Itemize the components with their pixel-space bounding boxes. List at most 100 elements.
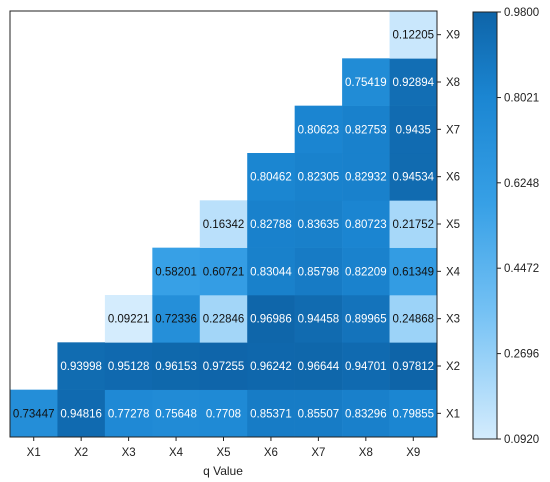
cell-value-label: 0.80723 [345,219,387,231]
x-tick-label: X7 [311,447,325,459]
cell-value-label: 0.82932 [345,172,387,184]
y-tick-label: X6 [446,172,460,184]
heatmap-cell [247,200,295,248]
cell-value-label: 0.77278 [108,408,150,420]
y-tick-label: X2 [446,361,460,373]
heatmap-cell [247,342,295,390]
cell-value-label: 0.94816 [60,408,102,420]
cell-value-label: 0.09221 [108,314,150,326]
heatmap-cell [342,105,390,154]
colorbar-tick-label: 0.4472 [504,263,539,275]
heatmap-cell [342,247,390,296]
cell-value-label: 0.12205 [392,30,434,42]
y-tick-label: X3 [446,314,460,326]
x-tick-label: X9 [406,447,420,459]
heatmap-cell [294,342,343,390]
heatmap-cell [294,389,343,438]
cell-value-label: 0.9435 [396,124,431,136]
heatmap-cell [199,389,248,438]
heatmap-cell [342,295,390,343]
cell-value-label: 0.58201 [155,266,197,278]
y-tick-label: X8 [446,77,460,89]
heatmap-cell [104,342,153,390]
heatmap-cell [199,200,248,248]
heatmap-cell [152,295,201,343]
cell-value-label: 0.85798 [298,266,340,278]
colorbar-tick-label: 0.8021 [504,93,539,105]
cell-value-label: 0.75419 [345,77,387,89]
cell-value-label: 0.80462 [250,172,292,184]
heatmap-cell [10,389,58,438]
cell-value-label: 0.96644 [298,361,340,373]
heatmap-cell [389,342,438,390]
heatmap-cell [342,58,390,106]
y-tick-label: X1 [446,408,460,420]
cell-value-label: 0.97255 [203,361,245,373]
heatmap-cell [389,11,438,59]
heatmap-cell [152,342,201,390]
colorbar: 0.0920 0.2696 0.4472 0.6248 0.8021 0.9800 [472,7,539,446]
heatmap-cell [389,105,438,154]
heatmap-cells [10,11,438,438]
cell-value-label: 0.73447 [13,408,55,420]
cell-value-label: 0.94534 [392,172,434,184]
colorbar-tick-label: 0.9800 [504,7,539,19]
heatmap-cell [199,247,248,296]
heatmap-cell [294,153,343,201]
cell-value-label: 0.75648 [155,408,197,420]
heatmap-cell [342,200,390,248]
heatmap-cell-labels: 0.73447 0.94816 0.77278 0.75648 0.7708 0.8537… [13,30,435,421]
cell-value-label: 0.83296 [345,408,387,420]
heatmap-cell [389,389,438,438]
cell-value-label: 0.82209 [345,266,387,278]
cell-value-label: 0.85371 [250,408,292,420]
cell-value-label: 0.96986 [250,314,292,326]
heatmap-cell [342,153,390,201]
cell-value-label: 0.85507 [298,408,340,420]
cell-value-label: 0.83044 [250,266,292,278]
heatmap-cell [199,295,248,343]
colorbar-tick-label: 0.0920 [504,434,539,446]
heatmap-cell [104,389,153,438]
colorbar-tick-label: 0.6248 [504,178,539,190]
heatmap-cell [247,389,295,438]
heatmap-cell [342,342,390,390]
cell-value-label: 0.95128 [108,361,150,373]
cell-value-label: 0.60721 [203,266,245,278]
x-tick-label: X6 [264,447,278,459]
heatmap-cell [342,389,390,438]
heatmap-cell [247,247,295,296]
x-axis-title: q Value [203,464,243,478]
heatmap-cell [389,58,438,106]
cell-value-label: 0.92894 [392,77,434,89]
heatmap-cell [389,295,438,343]
cell-value-label: 0.94701 [345,361,387,373]
cell-value-label: 0.89965 [345,314,387,326]
heatmap-cell [294,295,343,343]
x-axis: X1 X2 X3 X4 X5 X6 X7 X8 X9 [27,437,420,459]
cell-value-label: 0.93998 [60,361,102,373]
heatmap-cell [247,153,295,201]
heatmap-cell [294,200,343,248]
x-tick-label: X5 [216,447,230,459]
heatmap-cell [199,342,248,390]
cell-value-label: 0.72336 [155,314,197,326]
cell-value-label: 0.21752 [392,219,434,231]
x-tick-label: X3 [122,447,136,459]
heatmap-cell [152,247,201,296]
cell-value-label: 0.82753 [345,124,387,136]
x-tick-label: X1 [27,447,41,459]
heatmap-cell [294,105,343,154]
cell-value-label: 0.7708 [206,408,241,420]
colorbar-tick-label: 0.2696 [504,349,539,361]
cell-value-label: 0.96242 [250,361,292,373]
cell-value-label: 0.82788 [250,219,292,231]
cell-value-label: 0.94458 [298,314,340,326]
colorbar-gradient [472,11,498,440]
heatmap-cell [57,389,106,438]
y-tick-label: X9 [446,30,460,42]
cell-value-label: 0.22846 [203,314,245,326]
heatmap-cell [389,200,438,248]
x-tick-label: X2 [74,447,88,459]
